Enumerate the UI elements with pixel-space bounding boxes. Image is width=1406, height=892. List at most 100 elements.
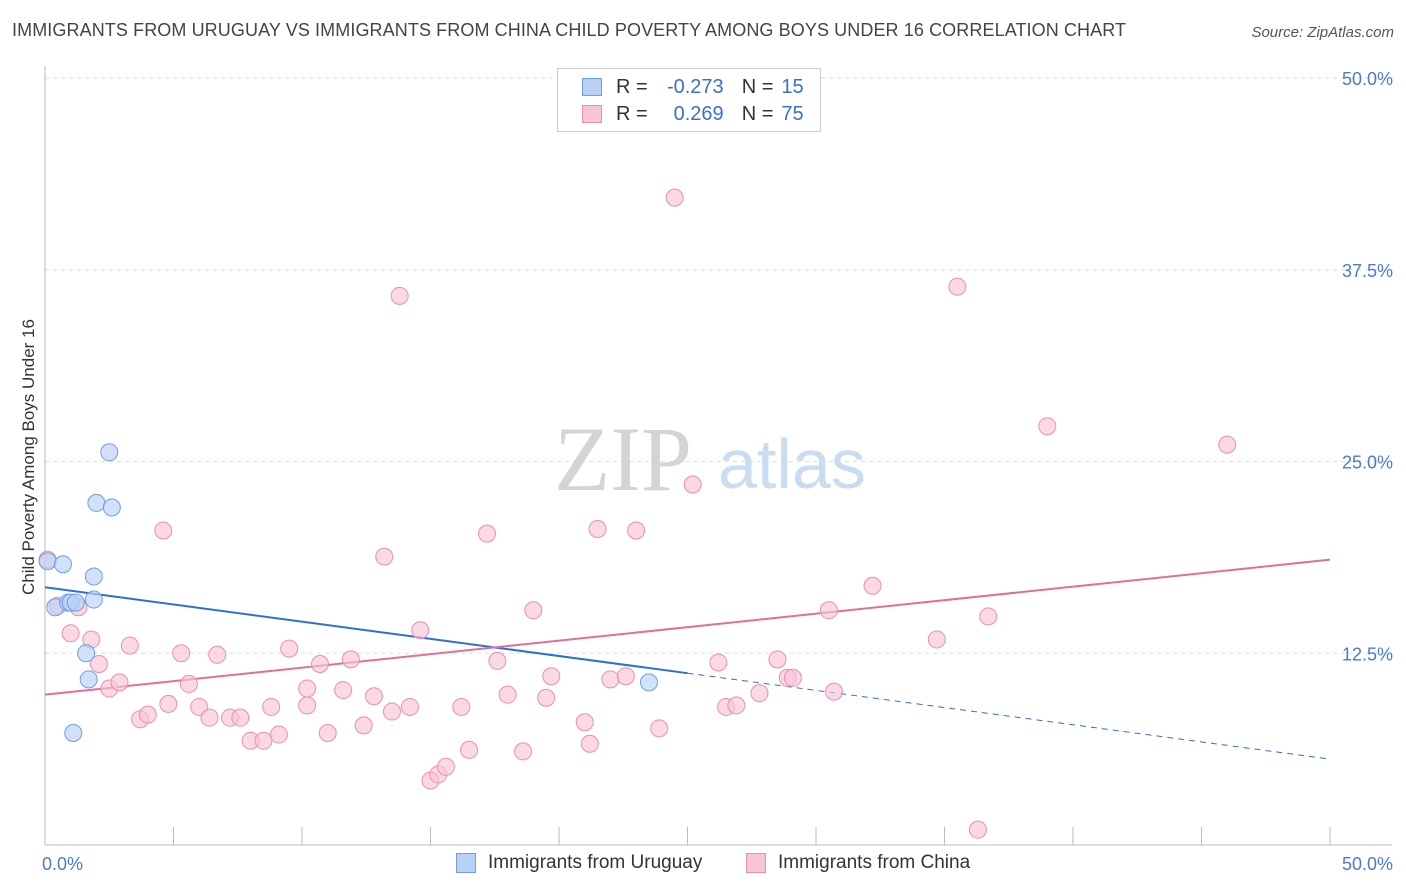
china-point	[524, 601, 543, 620]
china-point	[138, 705, 157, 724]
china-point	[514, 742, 533, 761]
china-point	[341, 650, 360, 669]
trend-layer	[44, 558, 1331, 760]
china-point	[542, 667, 561, 686]
china-point	[382, 702, 401, 721]
watermark-atlas: atlas	[718, 425, 866, 503]
uruguay-point	[77, 644, 96, 663]
china-point	[768, 650, 787, 669]
legend-n-value-uruguay: 15	[781, 75, 804, 98]
china-point	[824, 682, 843, 701]
china-point	[390, 286, 409, 305]
china-point	[979, 607, 998, 626]
china-point	[159, 694, 178, 713]
china-point	[863, 576, 882, 595]
legend-swatch-uruguay	[582, 78, 602, 96]
china-point	[254, 731, 273, 750]
y-tick-label: 50.0%	[1342, 69, 1393, 89]
uruguay-point	[79, 670, 98, 689]
legend-n-value-china: 75	[781, 102, 804, 125]
legend-r-label: R =	[616, 75, 648, 98]
watermark-zip: ZIP	[554, 408, 692, 510]
uruguay-point	[64, 724, 83, 743]
china-point	[318, 724, 337, 743]
china-point	[436, 757, 455, 776]
uruguay-point	[84, 567, 103, 586]
legend-swatch-china	[582, 105, 602, 123]
china-point	[400, 697, 419, 716]
china-point	[375, 547, 394, 566]
china-point	[498, 685, 517, 704]
china-point	[200, 708, 219, 727]
uruguay-point	[53, 555, 72, 574]
china-point	[819, 601, 838, 620]
china-point	[280, 639, 299, 658]
y-tick-label: 37.5%	[1342, 261, 1393, 281]
china-point	[452, 697, 471, 716]
china-point	[364, 687, 383, 706]
uruguay-point	[102, 498, 121, 517]
china-point	[488, 651, 507, 670]
legend-n-label: N =	[741, 75, 774, 98]
watermark: ZIP atlas	[554, 408, 866, 510]
china-point	[665, 188, 684, 207]
china-point	[601, 670, 620, 689]
bottom-legend-swatch-uruguay	[456, 853, 476, 873]
y-tick-label: 25.0%	[1342, 453, 1393, 473]
legend-r-label: R =	[616, 102, 648, 125]
legend-r-value-uruguay: -0.273	[666, 75, 724, 98]
china-point	[298, 679, 317, 698]
grid-layer	[45, 77, 1392, 654]
china-point	[948, 277, 967, 296]
china-point	[627, 521, 646, 540]
china-point	[927, 630, 946, 649]
x-tick-label: 50.0%	[1342, 854, 1393, 874]
china-point	[783, 668, 802, 687]
china-point	[968, 820, 987, 839]
china-point	[310, 654, 329, 673]
uruguay-point	[100, 443, 119, 462]
uruguay-point	[639, 673, 658, 692]
uruguay-point	[84, 590, 103, 609]
source-label: Source: ZipAtlas.com	[1251, 24, 1394, 41]
china-point	[588, 519, 607, 538]
legend-row-uruguay: R = -0.273 N = 15	[582, 75, 804, 99]
china-point	[575, 713, 594, 732]
correlation-legend: R = -0.273 N = 15 R = 0.269 N = 75	[557, 68, 821, 132]
legend-r-value-china: 0.269	[673, 102, 724, 125]
china-point	[334, 681, 353, 700]
axis-layer: 12.5% 25.0% 37.5% 50.0% 0.0% 50.0%	[42, 66, 1393, 874]
china-point	[154, 521, 173, 540]
china-point	[537, 688, 556, 707]
china-point	[262, 697, 281, 716]
uruguay-trend-extension	[687, 672, 1331, 760]
legend-row-china: R = 0.269 N = 75	[582, 102, 804, 126]
china-point	[354, 716, 373, 735]
china-point	[269, 725, 288, 744]
china-point	[110, 673, 129, 692]
china-point	[616, 667, 635, 686]
china-point	[89, 654, 108, 673]
china-point	[709, 653, 728, 672]
china-point	[120, 636, 139, 655]
bottom-legend-label-uruguay: Immigrants from Uruguay	[488, 852, 703, 873]
china-point	[1038, 417, 1057, 436]
x-tick-label: 0.0%	[42, 854, 83, 874]
china-point	[727, 696, 746, 715]
china-point	[460, 740, 479, 759]
china-point	[750, 684, 769, 703]
china-point	[411, 621, 430, 640]
china-point	[231, 708, 250, 727]
china-point	[172, 644, 191, 663]
uruguay-point	[66, 593, 85, 612]
chart-title: IMMIGRANTS FROM URUGUAY VS IMMIGRANTS FR…	[12, 20, 1127, 40]
uruguay-point	[38, 552, 57, 571]
points-layer	[38, 188, 1237, 839]
uruguay-trend-line	[44, 586, 688, 675]
china-point	[1218, 435, 1237, 454]
legend-n-label: N =	[741, 102, 774, 125]
bottom-legend-swatch-china	[746, 853, 766, 873]
y-axis-title: Child Poverty Among Boys Under 16	[19, 319, 38, 595]
china-trend-line	[44, 558, 1331, 696]
